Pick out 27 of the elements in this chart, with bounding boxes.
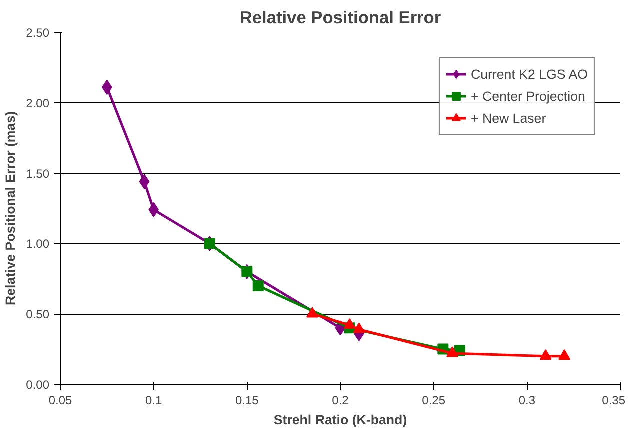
point: [446, 346, 458, 358]
point: [139, 174, 150, 190]
y-tick-label: 0.50: [26, 308, 50, 322]
point: [558, 349, 570, 360]
x-tick-label: 0.15: [235, 394, 260, 408]
y-axis-title: Relative Positional Error (mas): [3, 111, 18, 306]
point: [344, 318, 356, 330]
legend-label: Current K2 LGS AO: [470, 66, 588, 82]
x-tick-label: 0.05: [48, 394, 73, 408]
y-tick-label: 1.00: [26, 237, 50, 252]
x-tick-label: 0.1: [145, 394, 162, 408]
legend-label: + Center Projection: [470, 88, 586, 104]
point: [540, 349, 552, 360]
y-tick-label: 2.50: [26, 26, 50, 40]
point: [252, 280, 264, 292]
y-tick-label: 2.00: [26, 96, 50, 110]
x-axis-title: Strehl Ratio (K-band): [274, 412, 408, 428]
x-tick-label: 0.3: [518, 394, 536, 408]
point: [353, 322, 366, 334]
x-tick-label: 0.2: [332, 394, 350, 408]
chart-title: Relative Positional Error: [240, 8, 442, 28]
legend-label: + New Laser: [470, 110, 546, 126]
x-tick-label: 0.35: [602, 394, 626, 408]
x-tick-label: 0.25: [422, 394, 446, 408]
y-tick-label: 1.50: [26, 166, 50, 181]
point: [306, 307, 318, 318]
y-tick-label: 0.00: [26, 378, 50, 392]
